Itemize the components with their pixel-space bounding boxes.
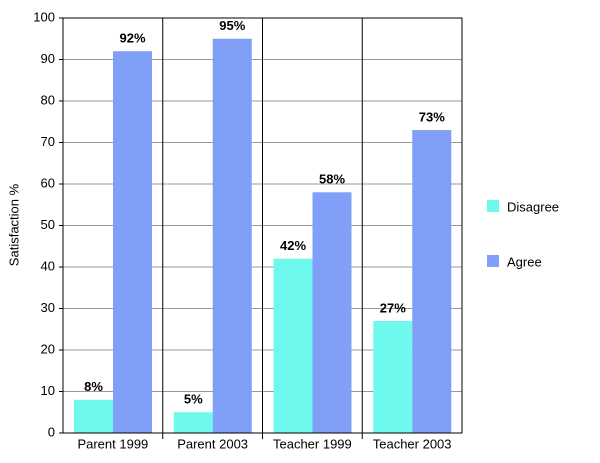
value-label: 8% xyxy=(84,379,103,394)
y-tick-label: 90 xyxy=(41,51,55,66)
x-tick-label: Teacher 1999 xyxy=(273,436,352,451)
legend-swatch xyxy=(487,255,499,267)
y-tick-label: 30 xyxy=(41,300,55,315)
bar xyxy=(173,412,213,433)
x-tick-label: Teacher 2003 xyxy=(373,436,452,451)
value-label: 42% xyxy=(280,238,306,253)
value-label: 95% xyxy=(219,18,245,33)
bar xyxy=(412,130,452,434)
value-label: 73% xyxy=(419,109,445,124)
bar xyxy=(273,258,313,433)
y-tick-label: 20 xyxy=(41,341,55,356)
plot-frame xyxy=(62,17,463,434)
bar xyxy=(74,399,113,433)
value-label: 5% xyxy=(184,392,203,407)
y-tick-label: 10 xyxy=(41,383,55,398)
y-tick-label: 0 xyxy=(48,424,55,439)
bar xyxy=(312,192,352,433)
x-tick-label: Parent 1999 xyxy=(77,436,148,451)
bar xyxy=(212,38,252,433)
legend-label: Agree xyxy=(507,254,542,269)
value-label: 92% xyxy=(119,31,145,46)
y-tick-label: 60 xyxy=(41,175,55,190)
y-tick-label: 40 xyxy=(41,258,55,273)
y-tick-label: 100 xyxy=(33,9,55,24)
x-tick-label: Parent 2003 xyxy=(177,436,248,451)
bar xyxy=(113,51,152,433)
y-tick-label: 80 xyxy=(41,92,55,107)
value-label: 27% xyxy=(380,300,406,315)
legend-label: Disagree xyxy=(507,199,559,214)
bar xyxy=(373,320,413,433)
legend-swatch xyxy=(487,200,499,212)
y-axis-label: Satisfaction % xyxy=(6,183,21,266)
y-tick-label: 70 xyxy=(41,134,55,149)
y-tick-label: 50 xyxy=(41,217,55,232)
value-label: 58% xyxy=(319,172,345,187)
